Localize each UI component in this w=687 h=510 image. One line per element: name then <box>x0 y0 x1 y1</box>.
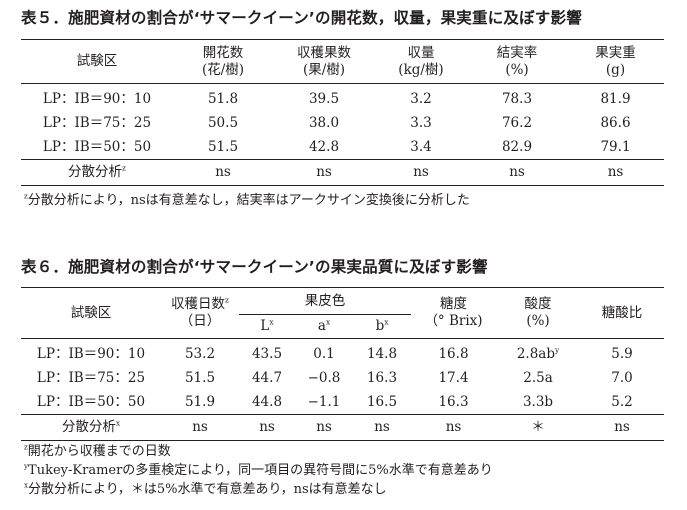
table-cell: ns <box>273 159 375 186</box>
table-cell: 82.9 <box>501 138 533 155</box>
table6-header-row-1: 試験区 収穫日数z （日） 果皮色 糖度 （° Brix) 酸度 (%) 糖酸比 <box>21 287 664 339</box>
table-cell: 3.3b <box>522 393 554 410</box>
table5-row-label: LP：IB＝90：10 <box>42 90 152 107</box>
table5-footnotes: z分散分析により，nsは有意差なし，結実率はアークサイン変換後に分析した <box>24 191 470 210</box>
table6-header-acidity: 酸度 (%) <box>496 287 580 339</box>
table-cell: 81.9 <box>600 90 631 107</box>
table-cell: ns <box>567 159 664 186</box>
table-cell: 7.0 <box>611 369 633 386</box>
table-cell: ns <box>375 159 467 186</box>
table-cell: 5.9 <box>611 345 633 362</box>
table5-anova-row: 分散分析z ns ns ns ns ns <box>21 159 664 186</box>
table-cell: 42.8 <box>308 138 340 155</box>
table-cell: 2.5a <box>523 369 553 386</box>
table-row: LP：IB＝50：50 51.5 42.8 3.4 82.9 79.1 <box>21 135 664 160</box>
table-cell: 3.4 <box>410 138 432 155</box>
table6-row-label: LP：IB＝50：50 <box>36 393 146 410</box>
table-cell: 0.1 <box>313 345 335 362</box>
table-cell: ns <box>580 414 664 441</box>
table-cell: 43.5 <box>251 345 283 362</box>
table5-header-yield: 収量 (kg/樹) <box>375 39 467 84</box>
table6-anova-row: 分散分析x ns ns ns ns ns ＊ ns <box>21 414 664 441</box>
table6-anova-label: 分散分析x <box>21 414 161 441</box>
table5-header-flowers: 開花数 (花/樹) <box>173 39 273 84</box>
table6-header-sugar: 糖度 （° Brix) <box>411 287 496 339</box>
table6-header-peel-a: ax <box>295 314 353 339</box>
table-cell: ns <box>353 414 411 441</box>
table5-header-plot: 試験区 <box>21 39 173 84</box>
table-cell: 78.3 <box>501 90 533 107</box>
table-row: LP：IB＝90：10 53.2 43.5 0.1 14.8 16.8 2.8a… <box>21 339 664 367</box>
table5-header-row: 試験区 開花数 (花/樹) 収穫果数 (果/樹) 収量 (kg/樹) 結実率 (%) 果… <box>21 39 664 84</box>
table-cell: 16.3 <box>438 393 469 410</box>
table6-caption: 表６．施肥資材の割合が‘サマークイーン’の果実品質に及ぼす影響 <box>21 258 488 276</box>
table-cell: 51.8 <box>207 90 239 107</box>
table-cell: 79.1 <box>600 138 631 155</box>
table-cell: ns <box>239 414 295 441</box>
table-cell: −0.8 <box>307 369 341 386</box>
table5-anova-label: 分散分析z <box>21 159 173 186</box>
table6-header-peel-l: Lx <box>239 314 295 339</box>
table5-row-label: LP：IB＝75：25 <box>42 114 152 131</box>
table-cell: ns <box>161 414 239 441</box>
table-cell: ns <box>411 414 496 441</box>
table-cell: 51.5 <box>184 369 216 386</box>
table-cell: 38.0 <box>308 114 340 131</box>
table6-row-label: LP：IB＝90：10 <box>36 345 146 362</box>
table6-header-sugar-acid-ratio: 糖酸比 <box>580 287 664 339</box>
table-cell: 16.5 <box>366 393 398 410</box>
table-cell: 17.4 <box>438 369 469 386</box>
table5-caption: 表５．施肥資材の割合が‘サマークイーン’の開花数，収量，果実重に及ぼす影響 <box>21 9 582 27</box>
table-cell: 2.8aby <box>516 345 560 362</box>
table-cell: 39.5 <box>308 90 340 107</box>
table6-header-row-2: Lx ax bx <box>21 314 664 339</box>
table-cell: ns <box>467 159 567 186</box>
table-cell: 76.2 <box>501 114 533 131</box>
table-cell: 3.3 <box>410 114 432 131</box>
table6: 試験区 収穫日数z （日） 果皮色 糖度 （° Brix) 酸度 (%) 糖酸比 Lx… <box>21 287 664 441</box>
table-cell: ＊ <box>496 414 580 441</box>
footnote: yTukey-Kramerの多重検定により，同一項目の異符号間に5%水準で有意差… <box>24 461 493 478</box>
table5: 試験区 開花数 (花/樹) 収穫果数 (果/樹) 収量 (kg/樹) 結実率 (%) 果… <box>21 39 664 186</box>
table-row: LP：IB＝90：10 51.8 39.5 3.2 78.3 81.9 <box>21 84 664 112</box>
footnote: x分散分析により，＊は5%水準で有意差あり，nsは有意差なし <box>24 480 387 497</box>
table-cell: 86.6 <box>600 114 631 131</box>
table-cell: −1.1 <box>307 393 341 410</box>
table-cell: 14.8 <box>366 345 398 362</box>
table5-header-harvested-fruits: 収穫果数 (果/樹) <box>273 39 375 84</box>
table-cell: 51.5 <box>207 138 239 155</box>
table-row: LP：IB＝50：50 51.9 44.8 −1.1 16.5 16.3 3.3… <box>21 390 664 415</box>
table-row: LP：IB＝75：25 51.5 44.7 −0.8 16.3 17.4 2.5… <box>21 366 664 390</box>
table-cell: 51.9 <box>184 393 216 410</box>
table6-header-plot: 試験区 <box>21 287 161 339</box>
table-cell: 16.3 <box>366 369 398 386</box>
table6-header-peel-b: bx <box>353 314 411 339</box>
table-cell: 5.2 <box>611 393 633 410</box>
table5-header-fruit-weight: 果実重 (g) <box>567 39 664 84</box>
table-cell: ns <box>295 414 353 441</box>
footnote: z分散分析により，nsは有意差なし，結実率はアークサイン変換後に分析した <box>24 191 470 208</box>
table-cell: 53.2 <box>184 345 216 362</box>
table-cell: 44.7 <box>251 369 283 386</box>
table-cell: 50.5 <box>207 114 239 131</box>
table6-header-peel-color: 果皮色 <box>239 287 411 315</box>
footnote: z開花から収穫までの日数 <box>24 442 171 459</box>
table-row: LP：IB＝75：25 50.5 38.0 3.3 76.2 86.6 <box>21 111 664 135</box>
table-cell: ns <box>173 159 273 186</box>
table-cell: 16.8 <box>438 345 469 362</box>
table-cell: 44.8 <box>251 393 283 410</box>
table6-footnotes: z開花から収穫までの日数 yTukey-Kramerの多重検定により，同一項目の… <box>24 442 493 499</box>
table-cell: 3.2 <box>410 90 432 107</box>
table6-row-label: LP：IB＝75：25 <box>36 369 146 386</box>
table5-row-label: LP：IB＝50：50 <box>42 138 152 155</box>
table5-header-fruit-set: 結実率 (%) <box>467 39 567 84</box>
table6-header-harvest-days: 収穫日数z （日） <box>161 287 239 339</box>
